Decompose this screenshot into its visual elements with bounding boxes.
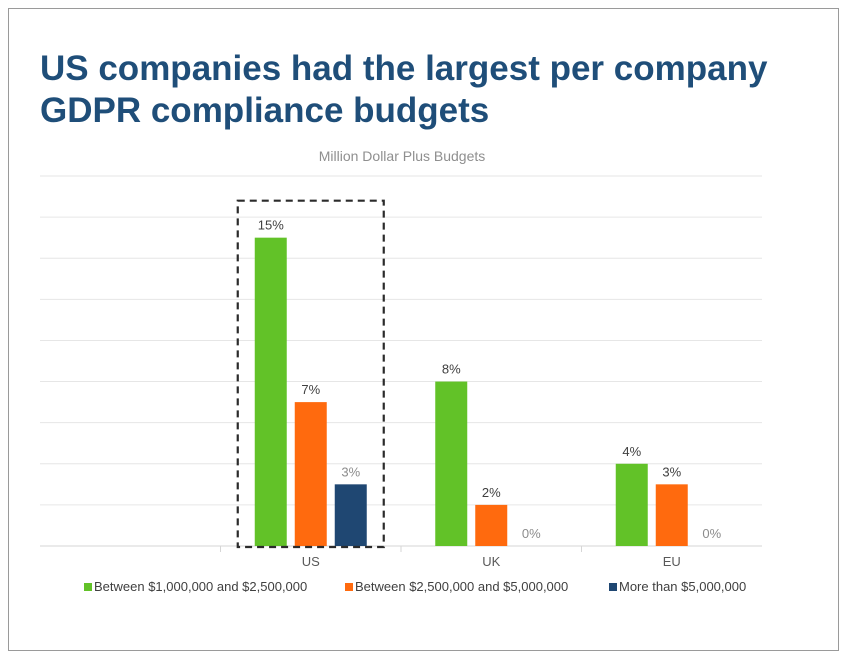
data-label: 2% <box>482 485 501 500</box>
bar <box>655 484 688 546</box>
slide-title-line-2: GDPR compliance budgets <box>40 91 490 130</box>
bars <box>254 237 688 546</box>
legend-label: Between $2,500,000 and $5,000,000 <box>355 579 568 594</box>
gridlines <box>40 175 762 552</box>
bar <box>294 402 327 546</box>
highlight-box <box>236 199 385 549</box>
slide <box>8 8 839 651</box>
data-labels: 15% 7% 3% 8% 2% 0% 4% 3% 0% <box>258 218 722 541</box>
x-tick-label: US <box>302 554 320 569</box>
slide-title: US companies had the largest per company… <box>40 48 800 132</box>
data-label: 0% <box>702 526 721 541</box>
data-label: 3% <box>662 464 681 479</box>
bar <box>615 463 648 546</box>
data-label: 4% <box>622 444 641 459</box>
data-label: 15% <box>258 218 284 233</box>
legend-swatch <box>345 583 353 591</box>
bar <box>475 504 508 546</box>
legend-item: Between $1,000,000 and $2,500,000 <box>84 579 307 594</box>
legend-swatch <box>84 583 92 591</box>
data-label: 7% <box>301 382 320 397</box>
slide-title-line-1: US companies had the largest per company <box>40 49 768 88</box>
x-tick-label: EU <box>663 554 681 569</box>
legend-swatch <box>609 583 617 591</box>
data-label: 0% <box>522 526 541 541</box>
x-tick-label: UK <box>482 554 500 569</box>
legend: Between $1,000,000 and $2,500,000 Between… <box>84 579 746 594</box>
data-label: 8% <box>442 362 461 377</box>
chart-title: Million Dollar Plus Budgets <box>319 148 486 164</box>
legend-label: More than $5,000,000 <box>619 579 746 594</box>
legend-item: Between $2,500,000 and $5,000,000 <box>345 579 568 594</box>
legend-label: Between $1,000,000 and $2,500,000 <box>94 579 307 594</box>
bar <box>334 484 367 546</box>
legend-item: More than $5,000,000 <box>609 579 746 594</box>
bar <box>254 237 287 546</box>
data-label: 3% <box>341 464 360 479</box>
bar <box>435 381 468 546</box>
highlight-dashed-box <box>236 199 385 549</box>
x-axis-tick-labels: US UK EU <box>302 554 681 569</box>
